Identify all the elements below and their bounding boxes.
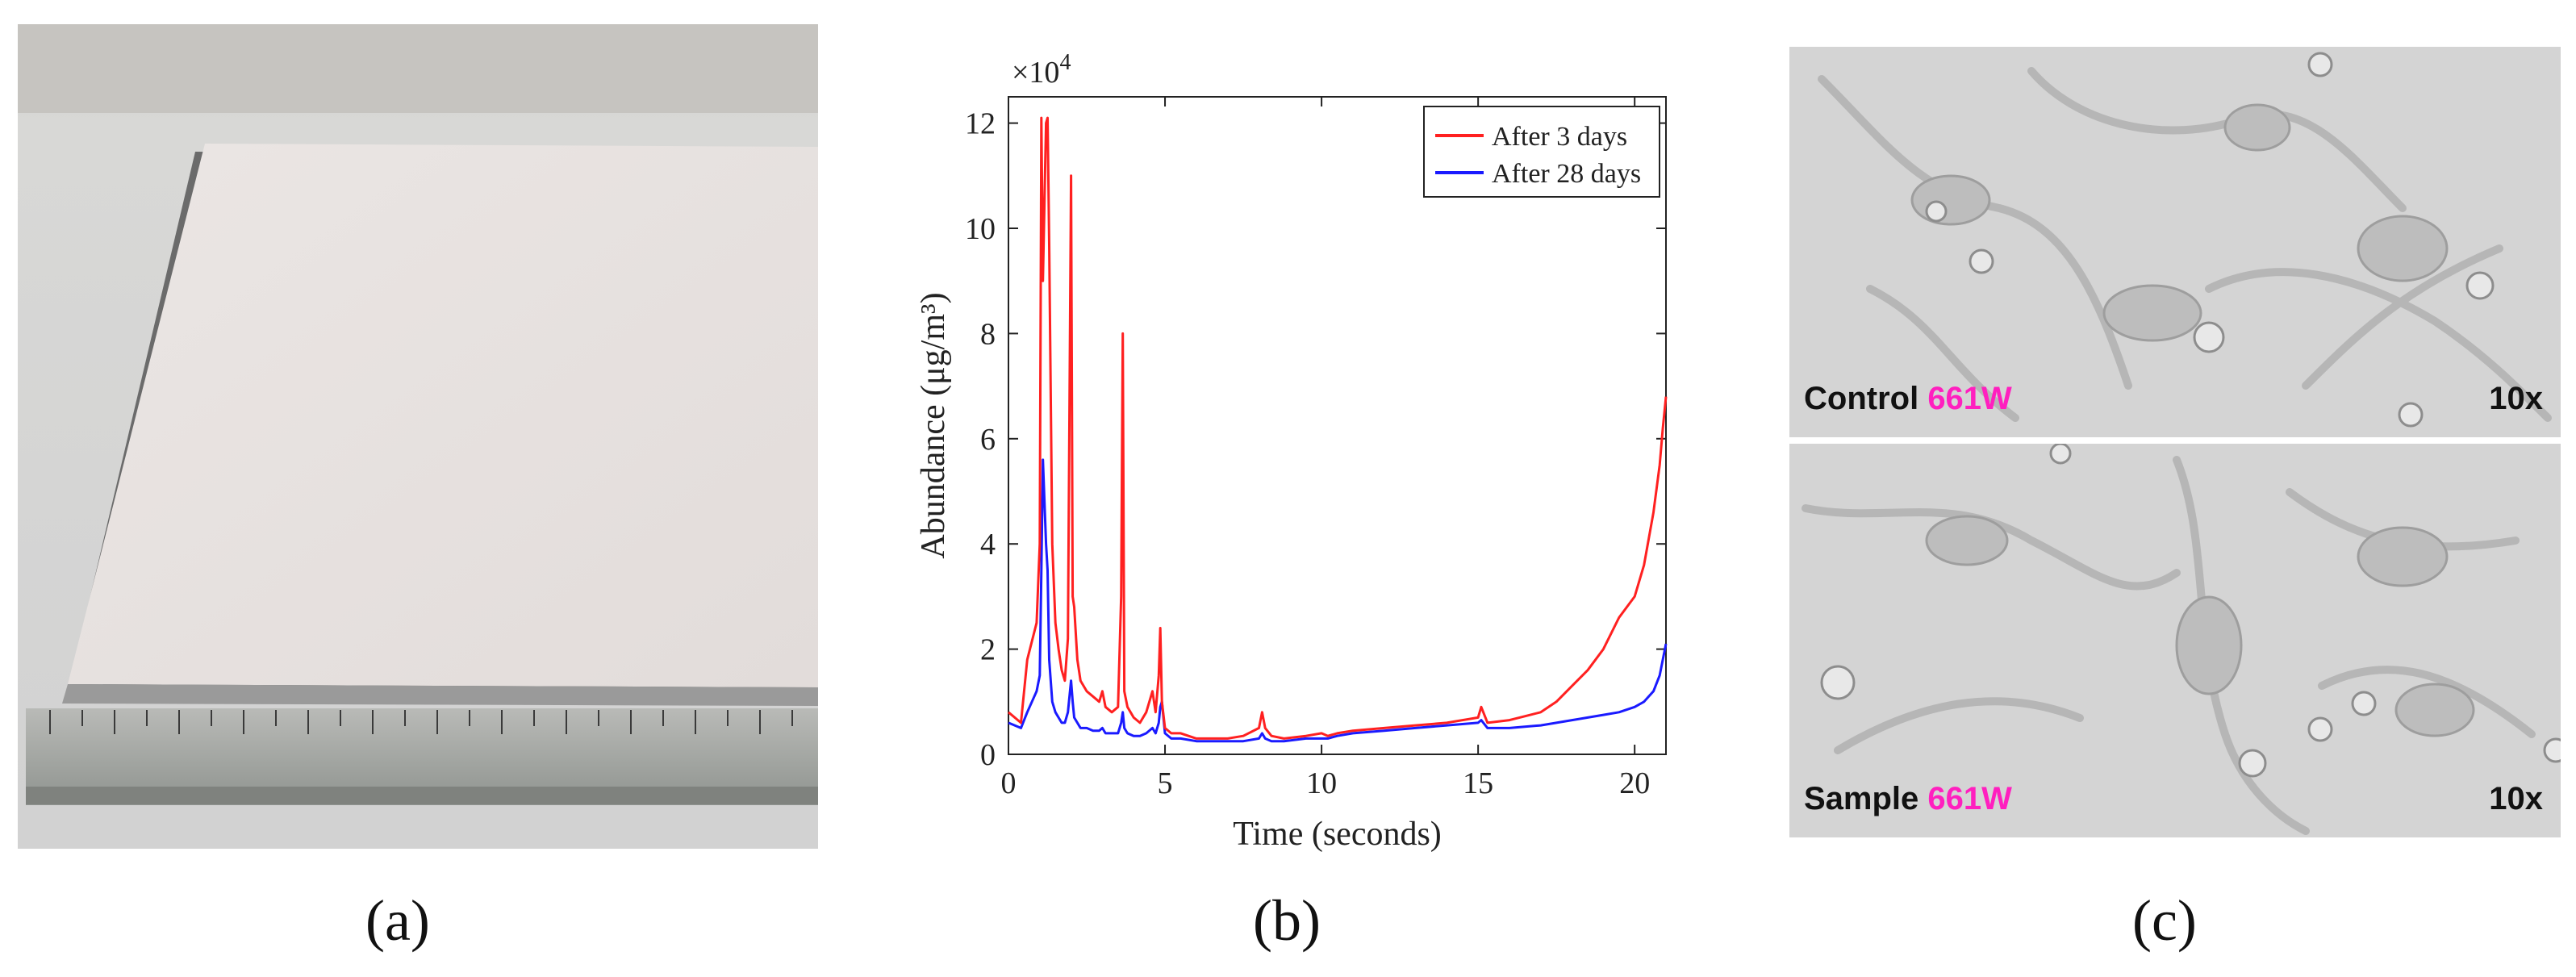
control-magnification: 10x: [2489, 381, 2543, 416]
sample-label-text: Sample: [1804, 781, 1919, 816]
control-label-text: Control: [1804, 381, 1919, 416]
board-photo: [18, 24, 818, 849]
abundance-chart: 0 5 10 15 20 0 2 4 6 8 10 12 ×104 Time (seconds) Abund…: [912, 36, 1718, 867]
chart-svg: 0 5 10 15 20 0 2 4 6 8 10 12 ×104 Time (seconds) Abund…: [915, 50, 1668, 853]
x-tick-label: 20: [1619, 766, 1650, 800]
caption-a: (a): [365, 888, 430, 953]
y-tick-label: 2: [980, 633, 996, 667]
y-tick-label: 12: [965, 107, 996, 141]
microscopy-panel: Control 661W 10x: [1789, 47, 2561, 837]
legend-box: [1423, 106, 1660, 198]
y-multiplier-label: ×104: [1012, 50, 1071, 90]
board-edge: [62, 684, 818, 706]
y-tick-label: 0: [980, 738, 996, 772]
legend-entry: After 28 days: [1492, 159, 1641, 189]
y-tick-label: 4: [980, 528, 996, 562]
series-line-after-28-days: [1008, 458, 1668, 743]
photo-wall: [18, 24, 818, 113]
control-cell-line: 661W: [1927, 381, 2012, 416]
ruler-edge: [26, 787, 818, 804]
y-tick-label: 10: [965, 212, 996, 246]
series-line-after-3-days: [1008, 116, 1668, 740]
sample-magnification: 10x: [2489, 781, 2543, 816]
board-surface: [68, 144, 818, 687]
control-micrograph: Control 661W 10x: [1789, 47, 2561, 437]
x-tick-label: 15: [1463, 766, 1493, 800]
sample-micrograph: Sample 661W 10x: [1789, 444, 2561, 837]
x-tick-label: 0: [1001, 766, 1017, 800]
caption-b: (b): [1253, 888, 1321, 953]
sample-cell-line: 661W: [1927, 781, 2012, 816]
control-label: Control 661W: [1804, 381, 2012, 417]
y-axis-label: Abundance (μg/m³): [915, 292, 952, 558]
x-tick-label: 10: [1306, 766, 1337, 800]
ruler-ticks: [49, 710, 793, 734]
x-axis-label: Time (seconds): [1233, 816, 1442, 853]
plot-frame: [1008, 96, 1667, 755]
micrograph-divider: [1789, 437, 2561, 444]
y-tick-label: 6: [980, 423, 996, 457]
y-tick-label: 8: [980, 317, 996, 351]
caption-c: (c): [2132, 888, 2197, 953]
legend-entry: After 3 days: [1492, 122, 1627, 152]
x-tick-label: 5: [1158, 766, 1173, 800]
sample-label: Sample 661W: [1804, 781, 2012, 817]
